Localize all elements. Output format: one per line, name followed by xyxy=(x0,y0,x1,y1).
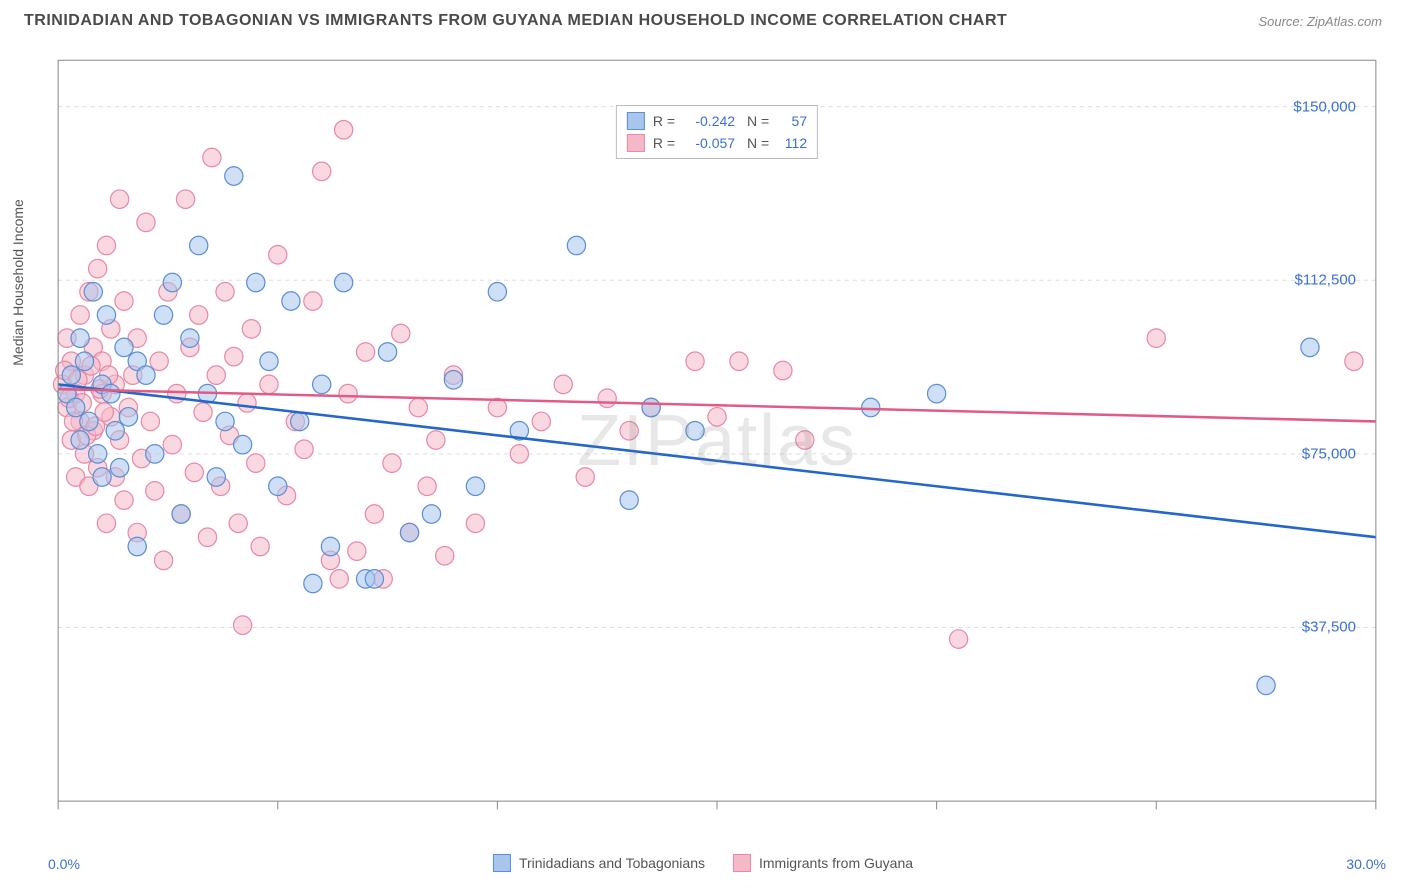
stat-n-label: N = xyxy=(743,113,769,129)
x-min-label: 0.0% xyxy=(48,856,80,872)
chart-header: TRINIDADIAN AND TOBAGONIAN VS IMMIGRANTS… xyxy=(0,0,1406,38)
correlation-stats-box: R = -0.242 N = 57 R = -0.057 N = 112 xyxy=(616,105,818,159)
legend-swatch-icon xyxy=(493,854,511,872)
chart-area: Median Household Income ZIPatlas R = -0.… xyxy=(48,50,1386,832)
stat-r-label: R = xyxy=(653,135,675,151)
series-swatch-icon xyxy=(627,134,645,152)
stats-row: R = -0.242 N = 57 xyxy=(627,110,807,132)
y-axis-label: Median Household Income xyxy=(10,199,26,366)
stat-n-label: N = xyxy=(743,135,769,151)
legend-item: Trinidadians and Tobagonians xyxy=(493,854,705,872)
scatter-chart-svg xyxy=(48,50,1386,832)
stats-row: R = -0.057 N = 112 xyxy=(627,132,807,154)
chart-title: TRINIDADIAN AND TOBAGONIAN VS IMMIGRANTS… xyxy=(24,12,1007,30)
bottom-legend: Trinidadians and Tobagonians Immigrants … xyxy=(493,854,913,872)
stat-n-value: 57 xyxy=(777,113,807,129)
legend-label: Immigrants from Guyana xyxy=(759,855,913,871)
legend-label: Trinidadians and Tobagonians xyxy=(519,855,705,871)
series-swatch-icon xyxy=(627,112,645,130)
legend-item: Immigrants from Guyana xyxy=(733,854,913,872)
y-tick-label: $75,000 xyxy=(1302,445,1356,462)
y-tick-label: $37,500 xyxy=(1302,619,1356,636)
x-max-label: 30.0% xyxy=(1346,856,1386,872)
stat-r-value: -0.057 xyxy=(683,135,735,151)
y-tick-label: $112,500 xyxy=(1295,272,1356,289)
stat-n-value: 112 xyxy=(777,135,807,151)
y-tick-label: $150,000 xyxy=(1293,98,1356,115)
legend-swatch-icon xyxy=(733,854,751,872)
stat-r-value: -0.242 xyxy=(683,113,735,129)
stat-r-label: R = xyxy=(653,113,675,129)
chart-source: Source: ZipAtlas.com xyxy=(1258,14,1382,29)
